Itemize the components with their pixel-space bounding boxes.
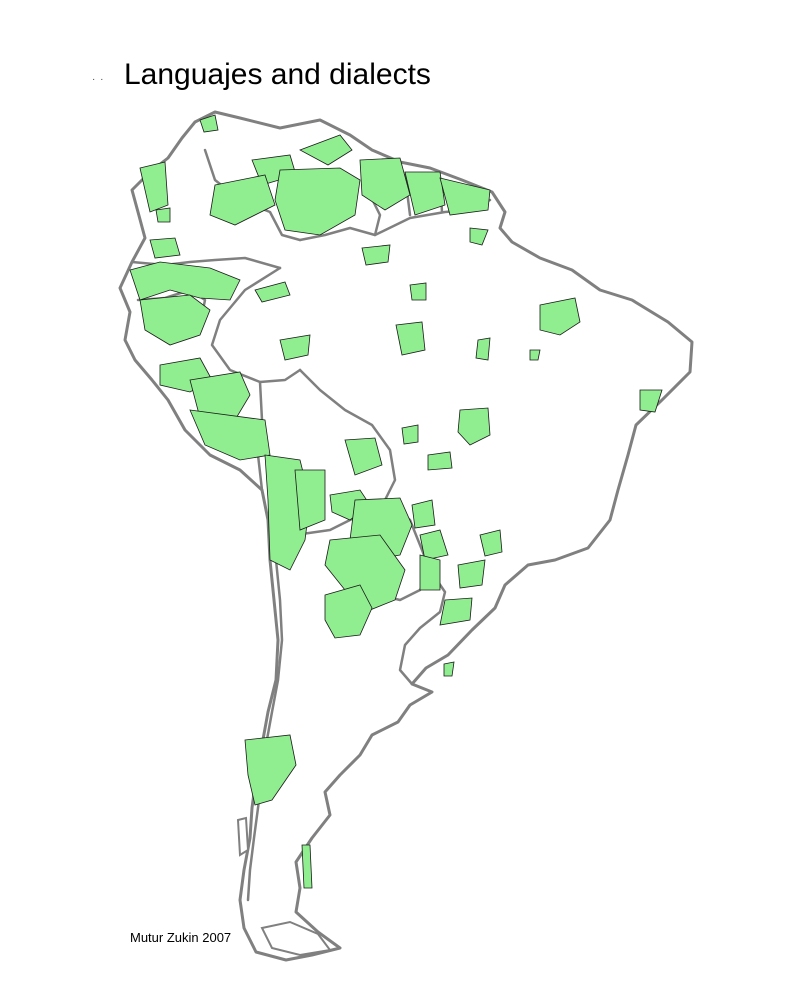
map-credit: Mutur Zukin 2007: [130, 930, 232, 945]
border-bolivia-brazil: [298, 368, 397, 502]
title-marker: · ·: [92, 74, 105, 85]
chiloe-island: [236, 816, 250, 857]
border-argentina-brazil-uruguay: [398, 568, 447, 686]
tierra-del-fuego: [260, 920, 332, 957]
border-peru-brazil: [210, 266, 302, 384]
border-chile-argentina: [246, 518, 284, 902]
language-areas: [129, 114, 663, 889]
map-title: Languajes and dialects: [124, 58, 431, 91]
